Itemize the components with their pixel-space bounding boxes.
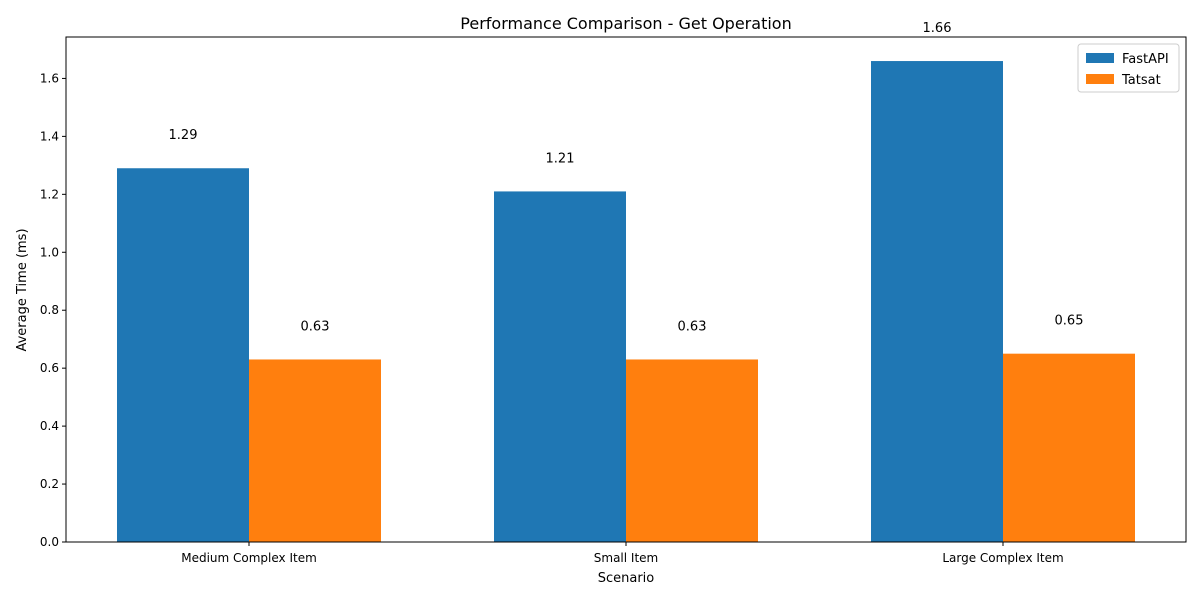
- y-tick-label-7: 1.4: [40, 129, 59, 143]
- y-tick-label-2: 0.4: [40, 419, 59, 433]
- data-label-tatsat-2: 0.65: [1055, 314, 1084, 329]
- bar-tatsat-2: [1003, 354, 1135, 542]
- bar-fastapi-1: [494, 191, 626, 542]
- x-tick-label-2: Large Complex Item: [942, 551, 1063, 565]
- y-tick-label-3: 0.6: [40, 361, 59, 375]
- bar-fastapi-0: [117, 168, 249, 542]
- legend-label-fastapi: FastAPI: [1122, 52, 1169, 67]
- data-label-tatsat-1: 0.63: [678, 319, 707, 334]
- plot-area: 1.29 1.21 1.66 0.63 0.63 0.65 0.0 0.2 0.4 0.6 0.8 1…: [40, 21, 1186, 565]
- data-label-fastapi-2: 1.66: [923, 21, 952, 36]
- x-axis-label: Scenario: [598, 571, 655, 586]
- bar-tatsat-0: [249, 359, 381, 542]
- bar-fastapi-2: [871, 61, 1003, 542]
- legend-swatch-tatsat: [1086, 74, 1114, 84]
- data-label-fastapi-1: 1.21: [546, 151, 575, 166]
- bar-tatsat-1: [626, 359, 758, 542]
- y-tick-label-5: 1.0: [40, 245, 59, 259]
- data-label-tatsat-0: 0.63: [301, 319, 330, 334]
- x-tick-label-0: Medium Complex Item: [181, 551, 317, 565]
- chart-title: Performance Comparison - Get Operation: [460, 14, 791, 33]
- y-tick-label-1: 0.2: [40, 477, 59, 491]
- y-tick-label-4: 0.8: [40, 303, 59, 317]
- y-tick-label-6: 1.2: [40, 187, 59, 201]
- legend-swatch-fastapi: [1086, 53, 1114, 63]
- legend-label-tatsat: Tatsat: [1121, 73, 1161, 88]
- data-label-fastapi-0: 1.29: [169, 128, 198, 143]
- y-axis-label: Average Time (ms): [15, 228, 30, 351]
- legend: FastAPI Tatsat: [1078, 44, 1179, 92]
- y-tick-label-0: 0.0: [40, 535, 59, 549]
- x-tick-label-1: Small Item: [594, 551, 658, 565]
- y-tick-label-8: 1.6: [40, 71, 59, 85]
